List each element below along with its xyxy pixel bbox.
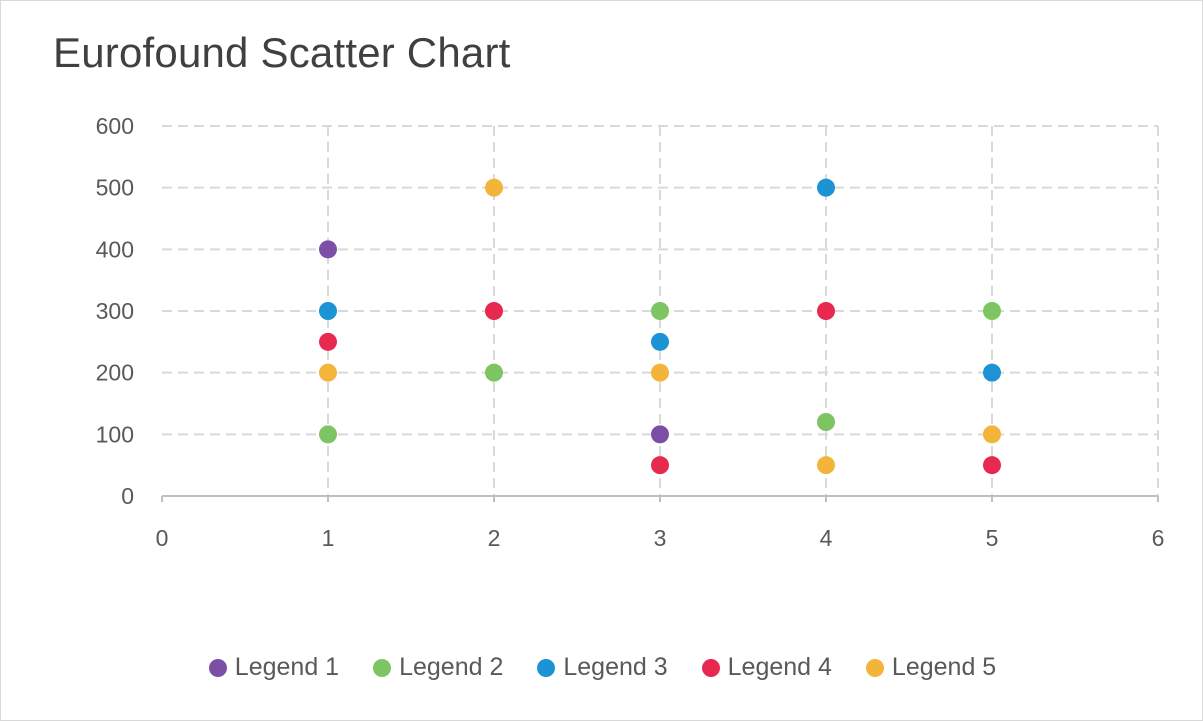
data-point-series-3 (319, 302, 337, 320)
legend-item-5: Legend 5 (865, 653, 997, 682)
legend-label: Legend 2 (399, 653, 504, 681)
data-point-series-4 (485, 302, 503, 320)
x-tick-label: 6 (1152, 525, 1165, 551)
data-point-series-4 (319, 332, 337, 351)
data-point-series-5 (983, 425, 1001, 444)
x-tick-label: 2 (488, 525, 501, 551)
chart-legend: Legend 1 Legend 2 Legend 3 Legend 4 Legend 5 (1, 653, 1203, 682)
data-point-series-2 (651, 302, 669, 320)
x-tick-label: 5 (986, 525, 999, 551)
legend-label: Legend 1 (234, 653, 340, 681)
x-tick-label: 0 (156, 525, 169, 551)
data-point-series-2 (817, 413, 835, 431)
data-point-series-5 (485, 178, 503, 197)
data-point-series-2 (485, 363, 503, 382)
legend-marker-icon (537, 658, 556, 677)
legend-item-4: Legend 4 (701, 653, 832, 682)
data-point-series-2 (983, 302, 1001, 320)
data-point-series-4 (651, 456, 669, 475)
legend-marker-icon (865, 658, 884, 677)
legend-marker-icon (373, 658, 392, 677)
axes (161, 495, 1159, 502)
y-tick-label: 0 (121, 483, 134, 509)
tick-labels: 0 100 200 300 400 500 600 0 1 2 3 4 5 6 (96, 113, 1165, 551)
legend-marker-icon (701, 658, 720, 677)
legend-marker-icon (208, 658, 227, 677)
y-tick-label: 600 (96, 113, 134, 139)
legend-label: Legend 3 (563, 653, 668, 681)
data-point-series-3 (983, 363, 1001, 382)
y-tick-label: 200 (96, 360, 134, 386)
y-tick-label: 100 (96, 421, 134, 447)
y-tick-label: 400 (96, 236, 134, 262)
data-point-series-4 (817, 302, 835, 320)
y-tick-label: 500 (96, 175, 134, 201)
x-tick-label: 3 (654, 525, 667, 551)
data-point-series-2 (319, 425, 337, 444)
data-point-series-1 (651, 425, 669, 444)
data-point-series-4 (983, 456, 1001, 475)
data-point-series-5 (817, 456, 835, 475)
data-point-series-1 (319, 240, 337, 259)
data-point-series-5 (651, 363, 669, 382)
legend-item-1: Legend 1 (208, 653, 340, 682)
legend-item-2: Legend 2 (373, 653, 503, 682)
legend-item-3: Legend 3 (537, 653, 668, 682)
x-tick-label: 1 (322, 525, 335, 551)
data-points (319, 178, 1001, 475)
y-tick-label: 300 (96, 298, 134, 324)
legend-label: Legend 4 (727, 653, 832, 681)
data-point-series-3 (817, 178, 835, 197)
chart-title: Eurofound Scatter Chart (53, 29, 511, 76)
legend-label: Legend 5 (891, 653, 997, 681)
x-tick-label: 4 (820, 525, 833, 551)
data-point-series-3 (651, 332, 669, 351)
data-point-series-5 (319, 363, 337, 382)
